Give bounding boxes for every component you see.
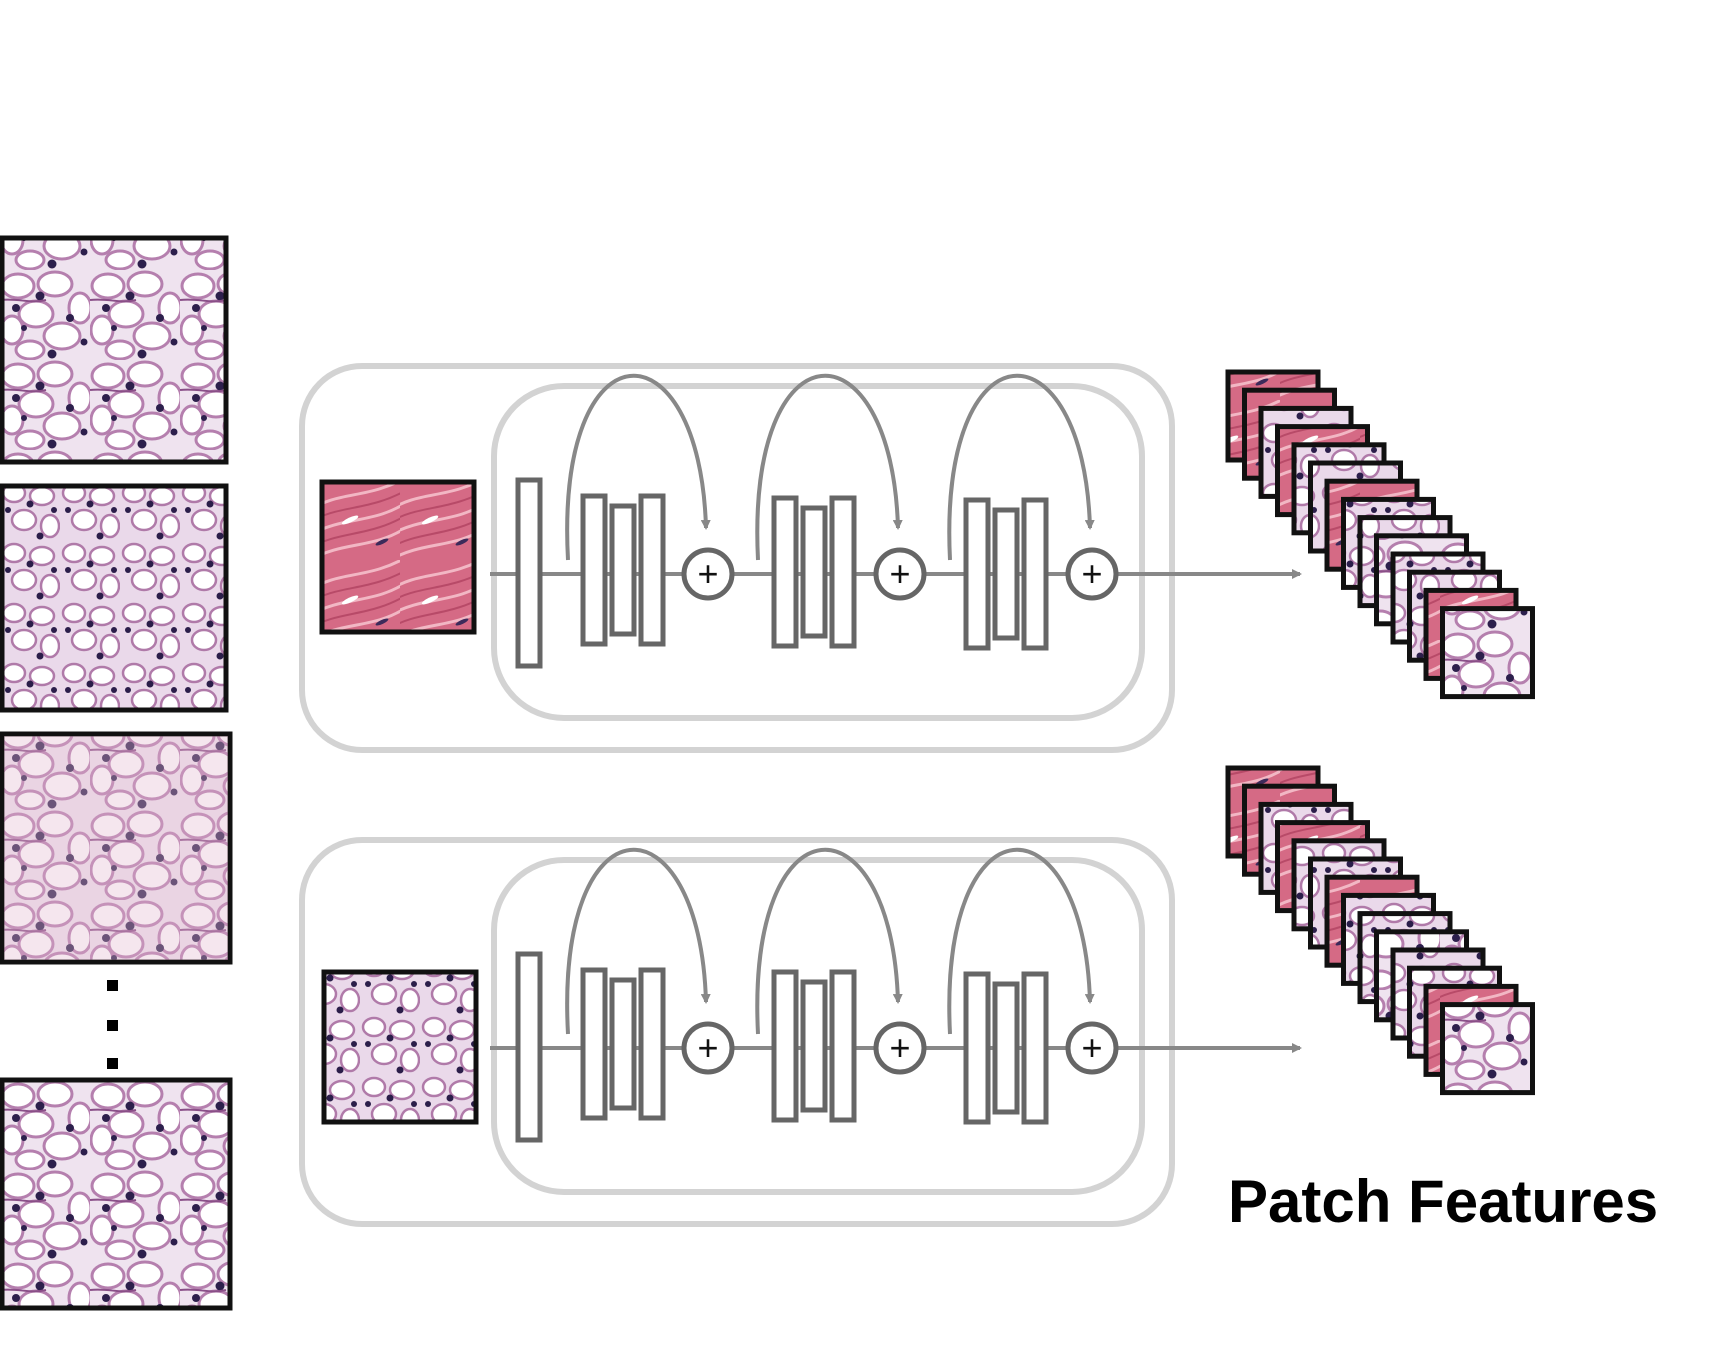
add-symbol: + [889, 553, 910, 594]
add-symbol: + [697, 553, 718, 594]
add-node [873, 1021, 927, 1075]
input-patch-2 [0, 483, 229, 713]
conv-stem [515, 951, 543, 1143]
input-patch-column [0, 235, 233, 1311]
network-row-bottom: + + + [299, 837, 1302, 1227]
residual-block-2: + [755, 373, 927, 649]
inner-container [491, 383, 1145, 721]
add-symbol: + [1081, 553, 1102, 594]
outer-container [299, 837, 1175, 1227]
input-patch-4 [0, 1077, 233, 1311]
outer-container [299, 363, 1175, 753]
patch-features-label: Patch Features [1228, 1168, 1659, 1235]
conv-stem [515, 477, 543, 669]
input-patch-3 [0, 731, 233, 965]
add-node [1065, 547, 1119, 601]
residual-block-1: + [565, 847, 735, 1121]
add-node [681, 547, 735, 601]
residual-block-3: + [947, 847, 1119, 1125]
row-input-patch [319, 479, 477, 635]
network-row-top: + + + [299, 363, 1302, 753]
feature-tile [1440, 606, 1535, 700]
add-symbol: + [697, 1027, 718, 1068]
feature-stack-bottom [1225, 765, 1535, 1096]
residual-block-3: + [947, 373, 1119, 651]
residual-block-1: + [565, 373, 735, 647]
inner-container [491, 857, 1145, 1195]
add-node [681, 1021, 735, 1075]
row-input-patch [321, 969, 479, 1125]
input-patch-1 [0, 235, 229, 465]
feature-tile [1440, 1002, 1535, 1096]
add-symbol: + [1081, 1027, 1102, 1068]
add-symbol: + [889, 1027, 910, 1068]
input-patch-3-tint [4, 736, 228, 960]
ellipsis-dots [107, 980, 118, 1069]
feature-stack-top [1225, 369, 1535, 700]
add-node [873, 547, 927, 601]
residual-block-2: + [755, 847, 927, 1123]
add-node [1065, 1021, 1119, 1075]
